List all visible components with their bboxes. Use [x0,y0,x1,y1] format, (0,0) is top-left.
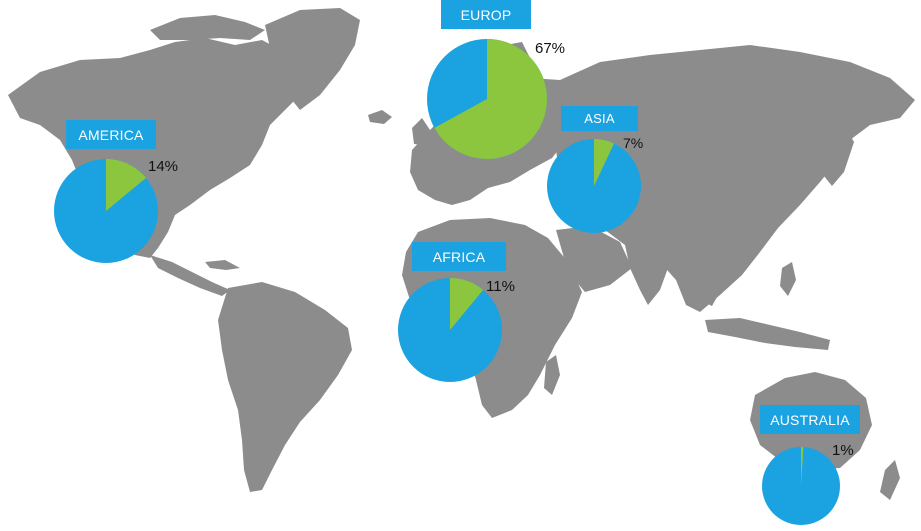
philippines [780,262,796,296]
iceland [368,110,392,124]
indian-peninsula [625,245,668,305]
arabian-peninsula [556,226,632,292]
southeast-asia [686,262,722,306]
pct-label-africa: 11% [486,278,515,295]
pct-label-australia: 1% [832,442,854,459]
new-zealand [880,460,900,500]
north-america-landmass [8,38,305,258]
arctic-islands [150,15,265,40]
asia-landmass [556,45,915,312]
indonesia [705,318,830,350]
greenland [265,8,360,110]
pct-label-america: 14% [148,158,179,175]
pie-share-slice-asia [594,139,615,186]
south-america-landmass [218,282,352,492]
british-isles [412,118,430,145]
pie-share-slice-europ [434,39,547,160]
japan [824,128,854,186]
pie-share-slice-australia [801,447,804,486]
region-label-europe: EUROP [441,0,531,29]
central-america [150,255,230,296]
pct-label-europe: 67% [535,40,566,57]
region-label-australia: AUSTRALIA [760,405,860,434]
region-pie-charts [54,39,840,525]
pie-share-slice-america [106,159,147,211]
pct-label-asia: 7% [623,135,644,151]
pie-share-slice-africa [450,278,484,330]
region-label-asia: ASIA [561,106,638,131]
madagascar [544,355,560,395]
region-label-africa: AFRICA [412,242,506,271]
region-label-america: AMERICA [66,120,156,149]
caribbean-islands [205,260,240,270]
